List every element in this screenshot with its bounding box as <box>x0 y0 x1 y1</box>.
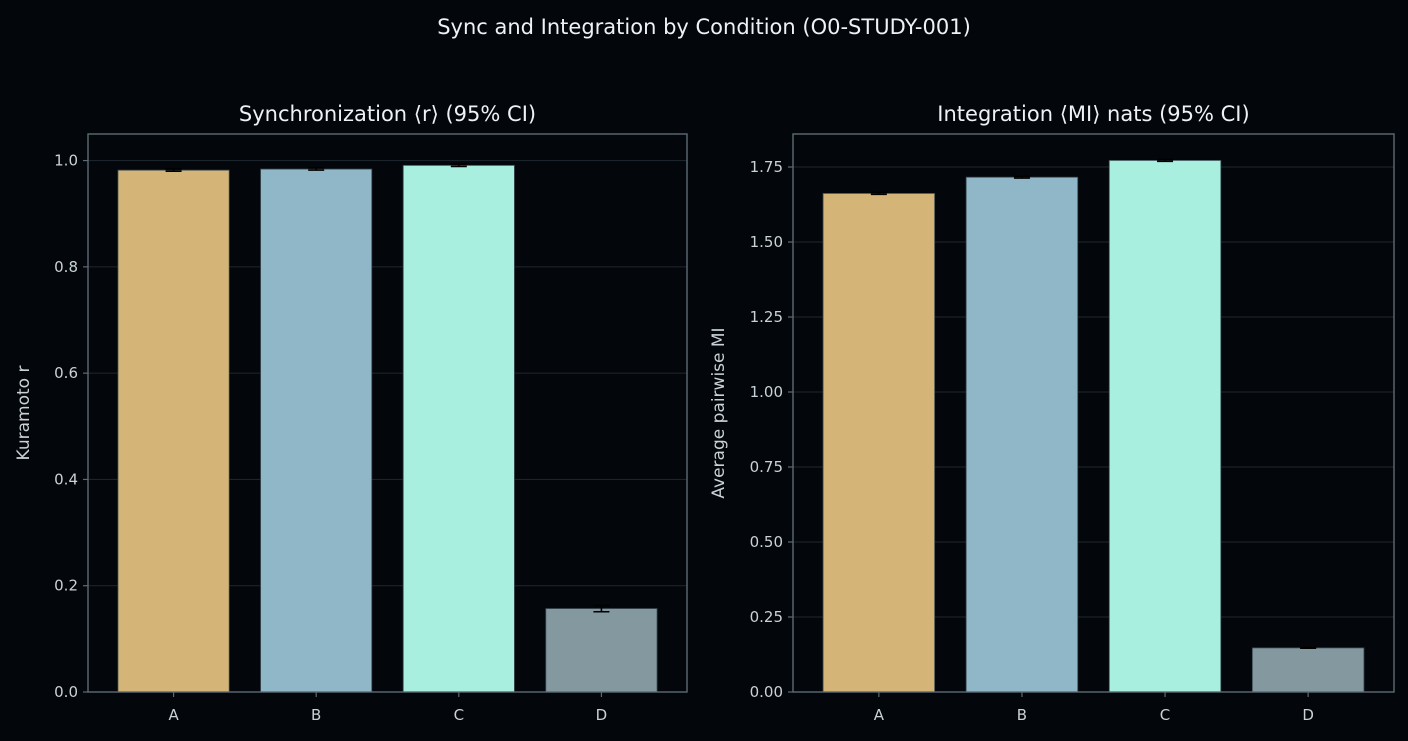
figure-suptitle: Sync and Integration by Condition (O0-ST… <box>437 15 971 39</box>
mi-ytick-label: 1.00 <box>750 383 783 401</box>
sync-ytick-label: 1.0 <box>54 152 78 170</box>
sync-bar-d <box>545 608 658 693</box>
mi-bar-c <box>1108 159 1222 693</box>
sync-bar-c <box>402 164 515 693</box>
mi-xtick-label-c: C <box>1160 706 1170 724</box>
integration-panel: 0.00 0.25 0.50 0.75 1.00 1.25 1.50 1.75 A B C D Inte… <box>709 102 1395 724</box>
mi-bar-d <box>1251 647 1365 693</box>
mi-bar-a <box>822 192 936 693</box>
sync-panel-title: Synchronization ⟨r⟩ (95% CI) <box>239 102 536 126</box>
sync-bar-b <box>260 168 373 693</box>
sync-xtick-label-c: C <box>454 706 464 724</box>
mi-ytick-label: 0.75 <box>750 458 783 476</box>
mi-ylabel: Average pairwise MI <box>709 327 729 498</box>
mi-xtick-label-b: B <box>1017 706 1027 724</box>
mi-xtick-label-a: A <box>874 706 885 724</box>
sync-xtick-label-b: B <box>311 706 321 724</box>
mi-bar-b <box>965 176 1079 693</box>
sync-panel: 0.0 0.2 0.4 0.6 0.8 1.0 A B C D Synchronization ⟨r… <box>14 102 688 724</box>
mi-ytick-label: 0.25 <box>750 608 783 626</box>
mi-ytick-label: 1.75 <box>750 158 783 176</box>
mi-ytick-label: 0.50 <box>750 533 783 551</box>
sync-xtick-label-d: D <box>596 706 608 724</box>
mi-panel-title: Integration ⟨MI⟩ nats (95% CI) <box>937 102 1249 126</box>
sync-ytick-label: 0.4 <box>54 470 78 488</box>
sync-ytick-label: 0.2 <box>54 577 78 595</box>
sync-axes-frame <box>87 133 688 693</box>
mi-axes-frame <box>792 133 1395 693</box>
sync-ytick-label: 0.0 <box>54 683 78 701</box>
mi-ytick-label: 0.00 <box>750 683 783 701</box>
mi-ytick-label: 1.50 <box>750 233 783 251</box>
mi-xtick-label-d: D <box>1302 706 1314 724</box>
sync-xtick-label-a: A <box>168 706 179 724</box>
sync-ytick-label: 0.8 <box>54 258 78 276</box>
sync-ylabel: Kuramoto r <box>14 366 34 461</box>
sync-bar-a <box>117 169 230 693</box>
sync-ytick-label: 0.6 <box>54 364 78 382</box>
mi-ytick-label: 1.25 <box>750 308 783 326</box>
